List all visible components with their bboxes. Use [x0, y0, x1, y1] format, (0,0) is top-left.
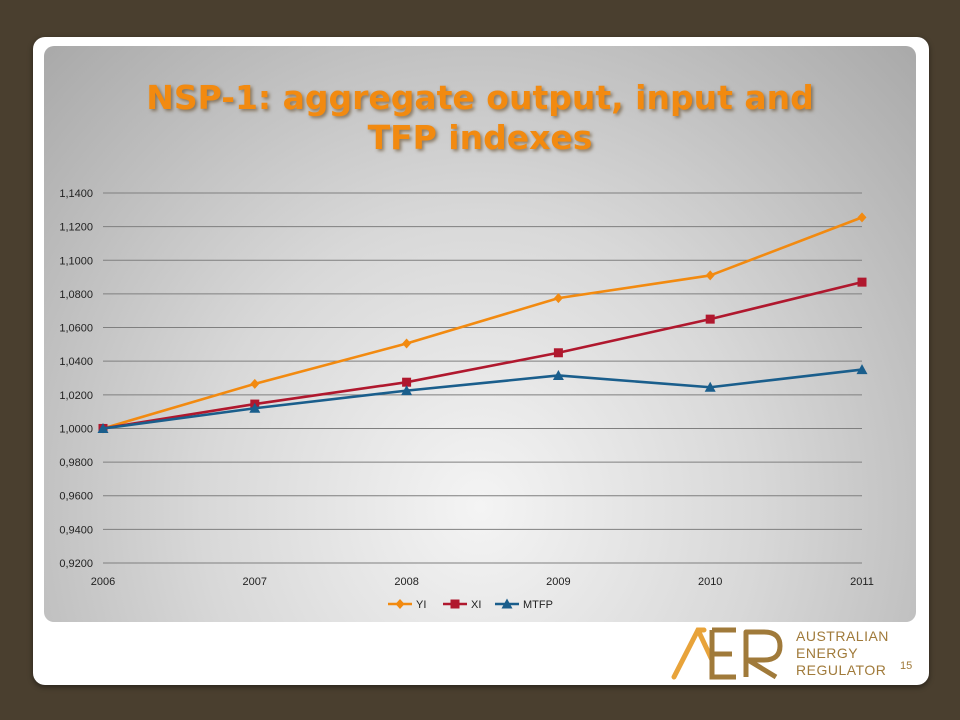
data-point [705, 270, 715, 281]
data-point [250, 378, 260, 389]
series-line-xi [102, 280, 863, 430]
legend-marker [395, 599, 405, 609]
legend-label: YI [416, 599, 426, 611]
series-yi [98, 212, 867, 434]
y-axis-tick-labels: 0,9200 0,9400 0,9600 0,9800 1,0000 1,0200 1,04… [59, 188, 93, 570]
legend: YI XI MTFP [388, 598, 553, 611]
page-number: 15 [900, 660, 913, 672]
slide-title-line-2: TFP indexes [367, 118, 593, 157]
data-point [857, 212, 867, 223]
x-tick-label: 2010 [698, 576, 722, 588]
x-tick-label: 2006 [91, 576, 115, 588]
data-point [402, 377, 412, 387]
y-tick-label: 1,0200 [59, 390, 93, 402]
legend-item-mtfp: MTFP [495, 598, 553, 611]
x-tick-label: 2007 [243, 576, 267, 588]
data-point [552, 369, 564, 380]
legend-item-xi: XI [443, 599, 481, 611]
gridlines [103, 192, 862, 564]
logo-line-2: ENERGY [796, 645, 859, 661]
x-axis-tick-labels: 2006 2007 2008 2009 2010 2011 [91, 576, 874, 588]
y-tick-label: 1,0400 [59, 356, 93, 368]
slide-title-line-1: NSP-1: aggregate output, input and [146, 78, 814, 117]
y-tick-label: 0,9600 [59, 491, 93, 503]
data-point [856, 364, 868, 375]
data-point [857, 277, 867, 287]
x-tick-label: 2009 [546, 576, 570, 588]
series-line-mtfp [102, 368, 863, 430]
data-point [97, 422, 109, 433]
y-tick-label: 1,1400 [59, 188, 93, 200]
y-tick-label: 1,1200 [59, 222, 93, 234]
legend-item-yi: YI [388, 599, 426, 611]
data-point [553, 348, 563, 358]
legend-label: XI [471, 599, 481, 611]
data-point [553, 293, 563, 304]
data-point [705, 314, 715, 324]
data-point [401, 385, 413, 396]
y-tick-label: 1,0800 [59, 289, 93, 301]
y-tick-label: 0,9400 [59, 524, 93, 536]
y-tick-label: 1,1000 [59, 255, 93, 267]
legend-marker [501, 598, 513, 609]
y-tick-label: 1,0600 [59, 323, 93, 335]
data-point [402, 338, 412, 349]
y-tick-label: 1,0000 [59, 423, 93, 435]
data-point [249, 402, 261, 413]
series-xi [98, 277, 867, 433]
aer-logo-mark [668, 622, 896, 684]
chart-panel [44, 46, 916, 622]
aer-logo [668, 622, 896, 684]
x-tick-label: 2008 [394, 576, 418, 588]
series-mtfp [97, 364, 868, 433]
legend-marker [450, 599, 460, 609]
logo-wordmark: AUSTRALIAN ENERGY REGULATOR [796, 628, 889, 679]
logo-line-1: AUSTRALIAN [796, 628, 889, 644]
legend-label: MTFP [523, 599, 553, 611]
series-line-yi [102, 216, 863, 430]
y-tick-label: 0,9200 [59, 558, 93, 570]
logo-line-3: REGULATOR [796, 662, 887, 678]
slide-title: NSP-1: aggregate output, input and TFP i… [44, 78, 916, 158]
series-layer [97, 212, 868, 434]
data-point [704, 381, 716, 392]
x-tick-label: 2011 [850, 576, 874, 588]
y-tick-label: 0,9800 [59, 457, 93, 469]
